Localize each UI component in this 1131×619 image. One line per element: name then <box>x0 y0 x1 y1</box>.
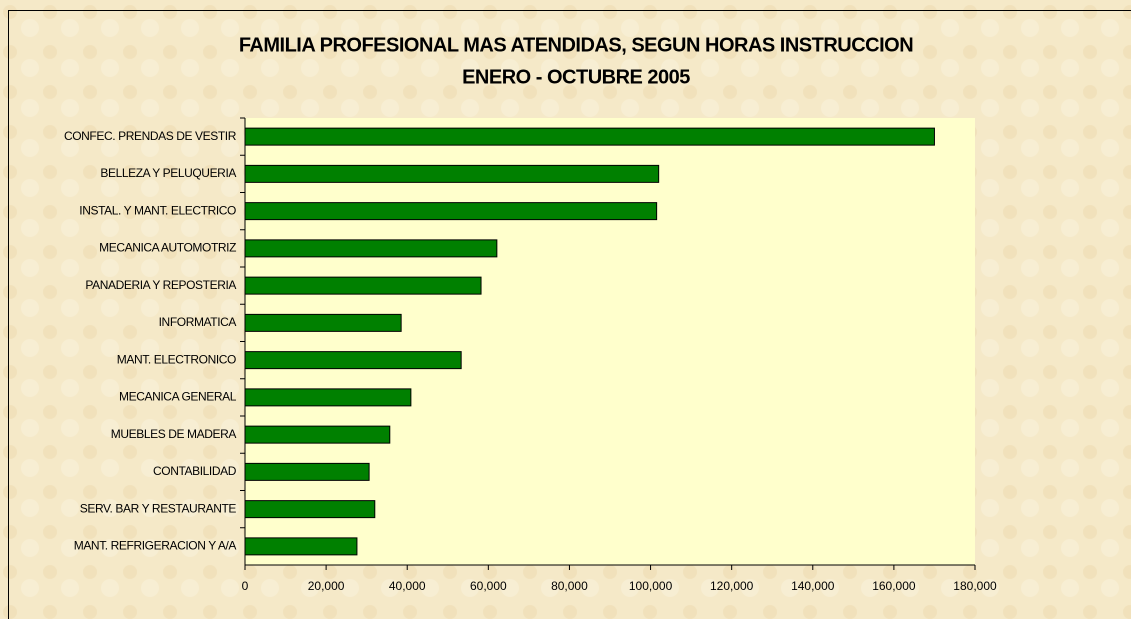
bar <box>244 388 412 407</box>
y-tick-label: MECANICA GENERAL <box>119 390 237 404</box>
x-tick-label: 160,000 <box>872 579 916 593</box>
plot-area <box>245 118 975 565</box>
y-tick-label: MANT. REFRIGERACION Y A/A <box>74 539 237 553</box>
x-tick-label: 180,000 <box>953 579 997 593</box>
x-tick-label: 100,000 <box>629 579 673 593</box>
y-tick-label: BELLEZA Y PELUQUERIA <box>100 166 236 180</box>
bar <box>244 313 402 332</box>
bar <box>244 164 660 183</box>
y-tick-label: CONTABILIDAD <box>153 464 237 478</box>
x-tick-label: 20,000 <box>308 579 345 593</box>
bar <box>244 202 658 221</box>
x-tick-label: 40,000 <box>389 579 426 593</box>
x-tick-label: 140,000 <box>791 579 835 593</box>
bar <box>244 276 482 295</box>
x-tick-label: 80,000 <box>551 579 588 593</box>
y-tick-label: SERV. BAR Y RESTAURANTE <box>80 501 237 515</box>
x-tick-label: 0 <box>242 579 249 593</box>
y-tick-label: INFORMATICA <box>159 315 237 329</box>
chart-title: FAMILIA PROFESIONAL MAS ATENDIDAS, SEGUN… <box>239 34 913 56</box>
y-tick-label: INSTAL. Y MANT. ELECTRICO <box>79 203 236 217</box>
bar <box>244 537 358 556</box>
bar <box>244 462 370 481</box>
bar <box>244 127 935 146</box>
y-tick-label: MANT. ELECTRONICO <box>117 352 236 366</box>
y-tick-label: PANADERIA Y REPOSTERIA <box>85 278 236 292</box>
x-tick-label: 60,000 <box>470 579 507 593</box>
bar <box>244 500 376 519</box>
y-tick-label: CONFEC. PRENDAS DE VESTIR <box>64 129 237 143</box>
chart-subtitle: ENERO - OCTUBRE 2005 <box>462 66 690 88</box>
bar <box>244 351 462 370</box>
y-tick-label: MECANICA AUTOMOTRIZ <box>99 241 236 255</box>
bar <box>244 425 391 444</box>
bar <box>244 239 498 258</box>
chart-border <box>8 10 1131 619</box>
x-tick-label: 120,000 <box>710 579 754 593</box>
y-tick-label: MUEBLES DE MADERA <box>111 427 237 441</box>
